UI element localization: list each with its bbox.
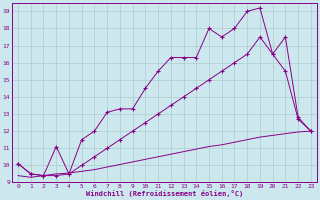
X-axis label: Windchill (Refroidissement éolien,°C): Windchill (Refroidissement éolien,°C) (86, 190, 243, 197)
